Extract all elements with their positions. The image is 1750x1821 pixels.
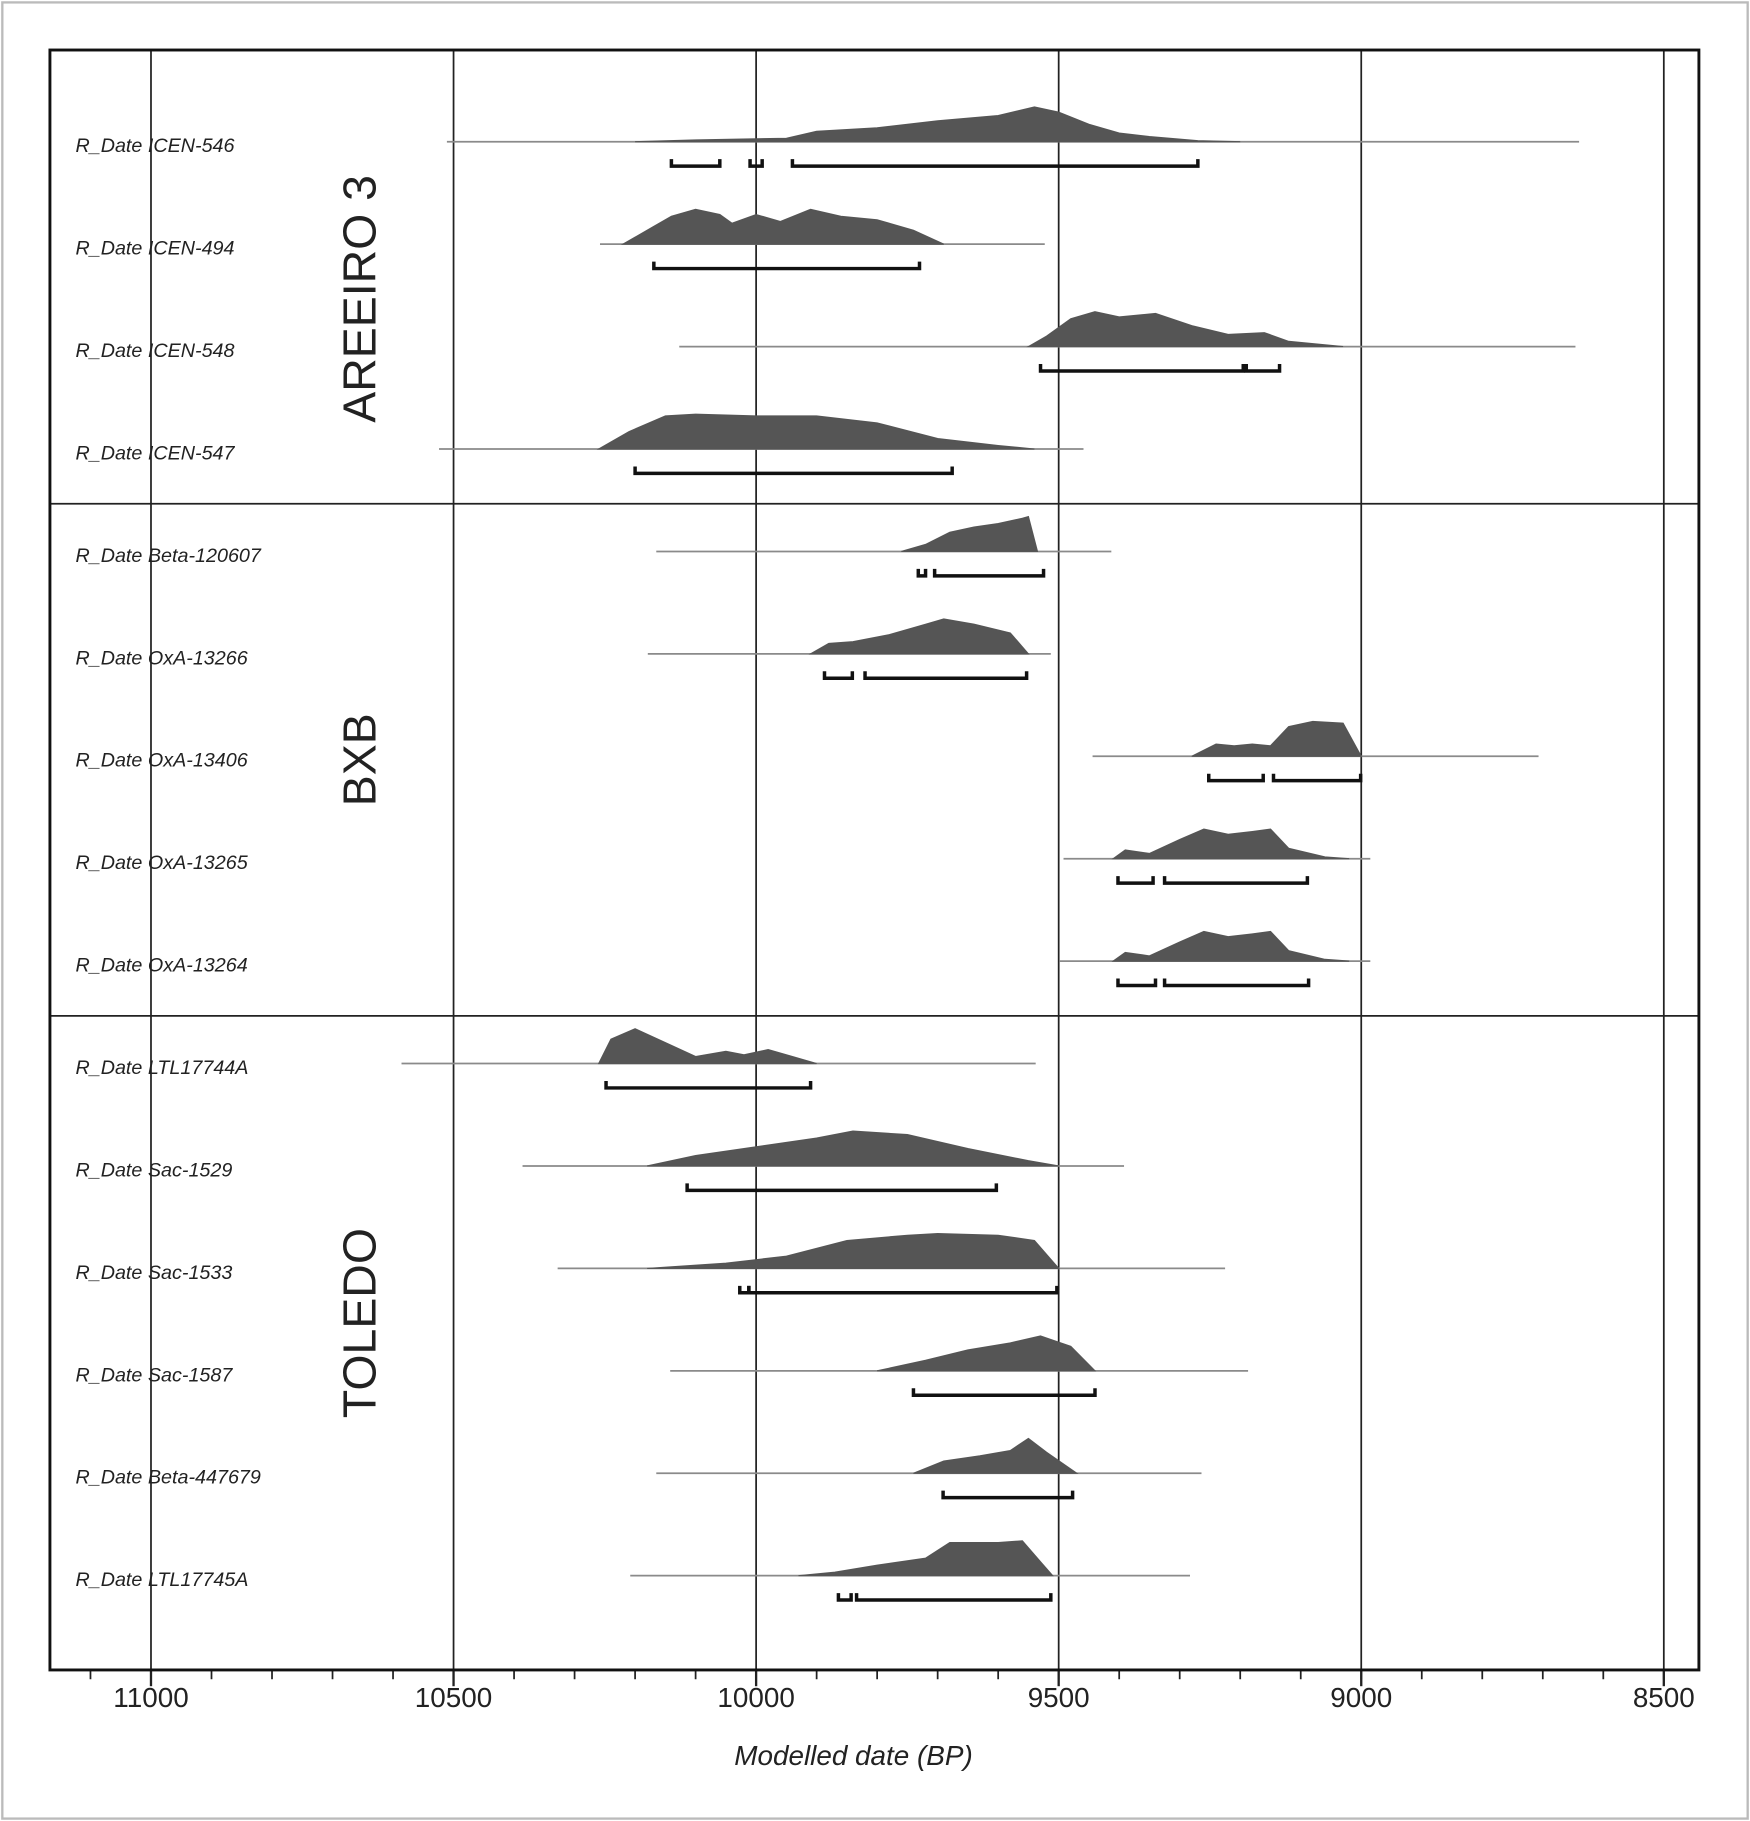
probability-distribution bbox=[597, 1028, 817, 1065]
group-label: BXB bbox=[334, 713, 386, 806]
range-bracket bbox=[1116, 978, 1158, 988]
probability-distribution bbox=[913, 1437, 1079, 1474]
item-label: R_Date OxA-13264 bbox=[75, 955, 247, 977]
item-label: R_Date Beta-120607 bbox=[75, 545, 261, 567]
x-tick-label: 10500 bbox=[415, 1682, 492, 1713]
range-bracket bbox=[633, 466, 954, 476]
item-label: R_Date ICEN-494 bbox=[75, 238, 234, 260]
x-axis-title: Modelled date (BP) bbox=[734, 1740, 972, 1771]
range-bracket bbox=[1162, 978, 1311, 988]
range-bracket bbox=[1244, 364, 1282, 373]
probability-distribution bbox=[635, 106, 1241, 143]
range-bracket bbox=[911, 1388, 1097, 1397]
probability-distribution bbox=[901, 515, 1039, 553]
probability-distribution bbox=[620, 208, 944, 245]
range-bracket bbox=[941, 1490, 1075, 1500]
range-bracket bbox=[748, 159, 764, 168]
item-label: R_Date LTL17744A bbox=[75, 1057, 248, 1079]
item-label: R_Date LTL17745A bbox=[75, 1569, 248, 1591]
item-label: R_Date Beta-447679 bbox=[75, 1467, 260, 1489]
probability-distribution bbox=[1191, 720, 1363, 757]
item-label: R_Date ICEN-548 bbox=[75, 340, 234, 362]
probability-distribution bbox=[647, 1130, 1059, 1167]
range-bracket bbox=[790, 159, 1200, 168]
range-bracket bbox=[932, 568, 1046, 578]
probability-distribution bbox=[798, 1540, 1054, 1577]
range-bracket bbox=[863, 671, 1029, 680]
probability-distribution bbox=[1026, 311, 1344, 348]
group-label: AREEIRO 3 bbox=[334, 175, 386, 423]
range-bracket bbox=[1038, 364, 1245, 373]
range-bracket bbox=[604, 1080, 813, 1090]
range-bracket bbox=[669, 159, 722, 168]
item-label: R_Date OxA-13406 bbox=[75, 750, 247, 772]
range-bracket bbox=[1207, 773, 1265, 783]
x-tick-label: 9500 bbox=[1028, 1682, 1090, 1713]
plot-frame bbox=[48, 48, 1701, 1672]
item-label: R_Date Sac-1533 bbox=[75, 1262, 232, 1284]
range-bracket bbox=[854, 1593, 1053, 1602]
item-label: R_Date ICEN-547 bbox=[75, 442, 235, 464]
item-label: R_Date OxA-13266 bbox=[75, 647, 247, 669]
item-label: R_Date OxA-13265 bbox=[75, 852, 248, 874]
probability-distribution bbox=[808, 618, 1030, 655]
range-bracket bbox=[836, 1593, 853, 1602]
x-tick-label: 11000 bbox=[113, 1682, 188, 1713]
group-label: TOLEDO bbox=[334, 1228, 386, 1418]
range-bracket bbox=[1271, 773, 1363, 783]
x-tick-label: 8500 bbox=[1633, 1682, 1695, 1713]
range-bracket bbox=[1116, 876, 1155, 885]
x-tick-label: 9000 bbox=[1330, 1682, 1392, 1713]
probability-distribution bbox=[876, 1335, 1097, 1372]
range-bracket bbox=[747, 1285, 1059, 1295]
range-bracket bbox=[916, 568, 928, 578]
range-bracket bbox=[1162, 876, 1310, 885]
range-bracket bbox=[652, 261, 922, 271]
x-tick-label: 10000 bbox=[717, 1682, 794, 1713]
item-label: R_Date ICEN-546 bbox=[75, 135, 234, 157]
probability-distribution bbox=[647, 1232, 1060, 1269]
item-label: R_Date Sac-1587 bbox=[75, 1364, 233, 1386]
range-bracket bbox=[685, 1183, 999, 1193]
probability-distribution bbox=[596, 413, 1035, 450]
item-label: R_Date Sac-1529 bbox=[75, 1159, 232, 1181]
probability-distribution bbox=[1111, 930, 1350, 962]
probability-distribution bbox=[1111, 828, 1350, 860]
range-bracket bbox=[822, 671, 855, 680]
